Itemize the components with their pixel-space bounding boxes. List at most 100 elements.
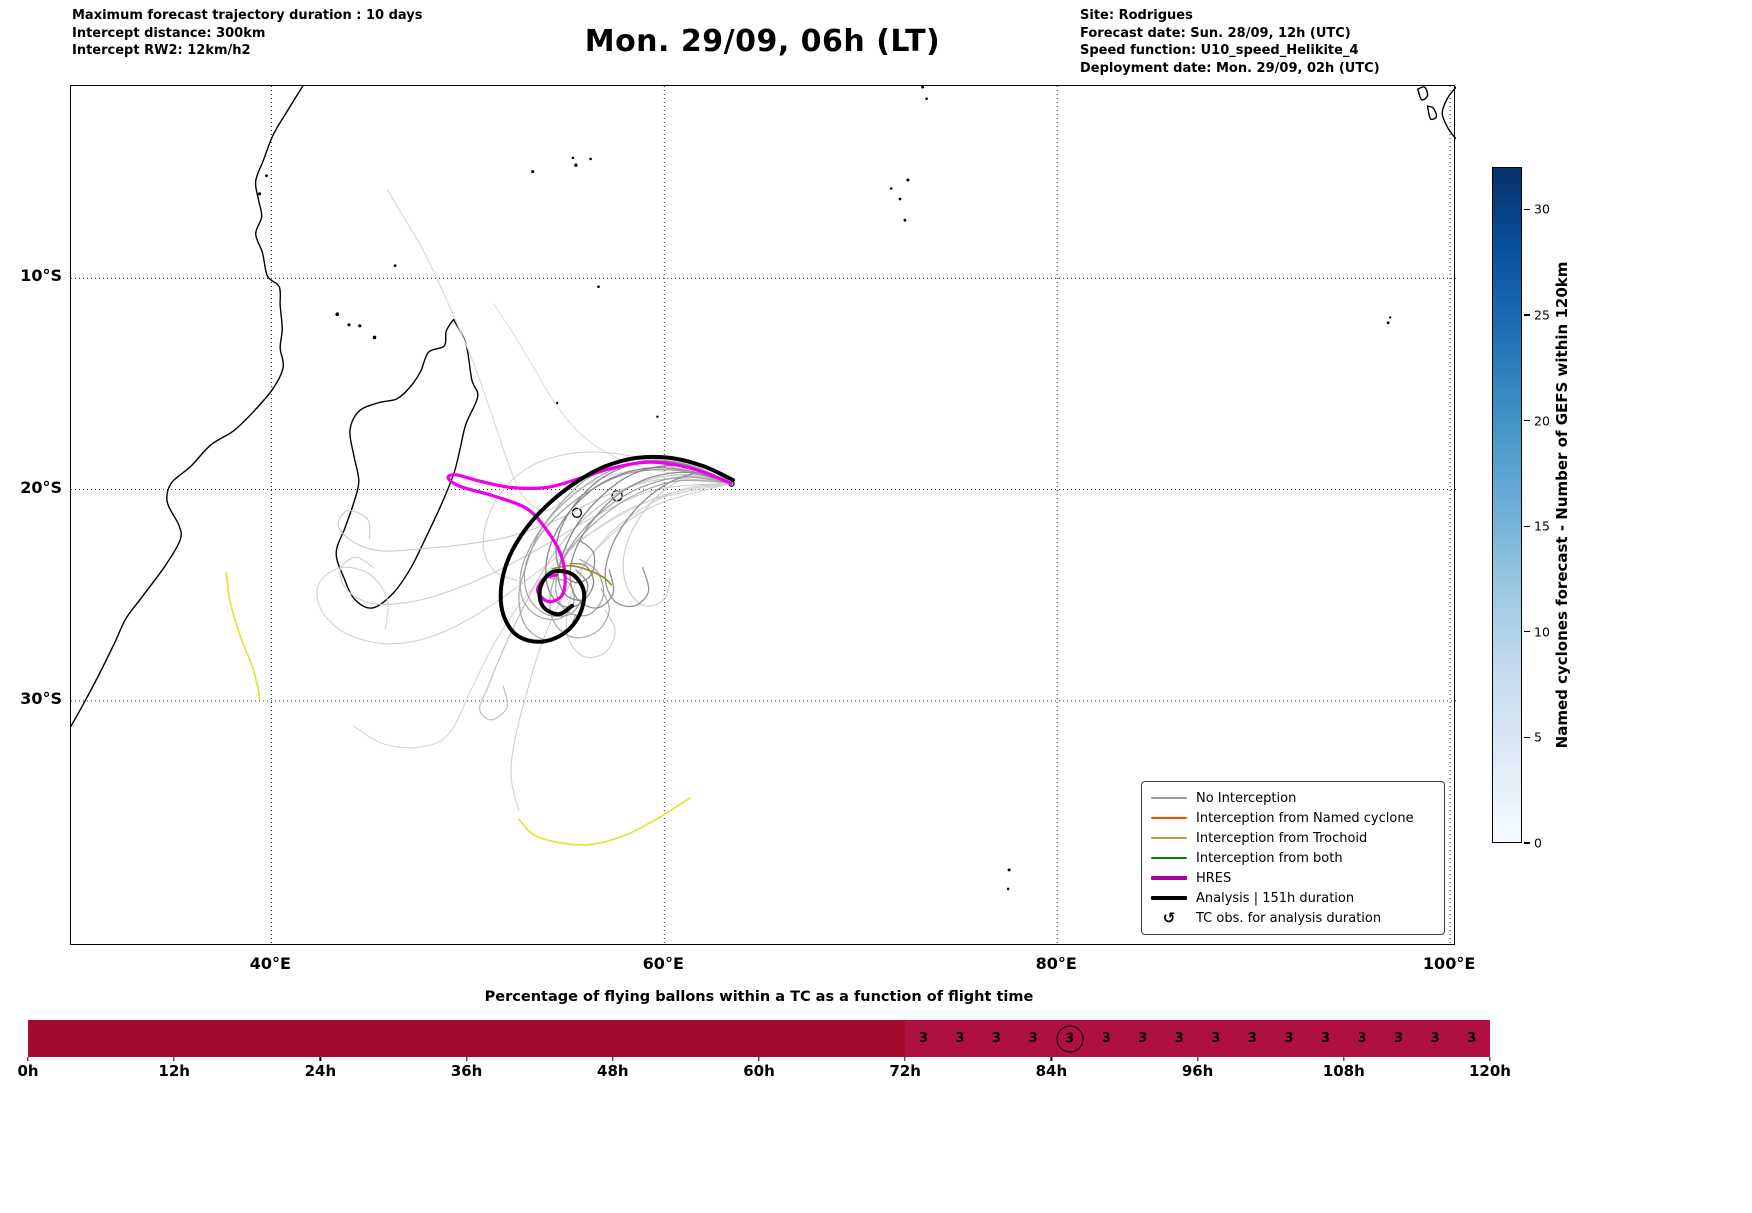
y-tick-label: 20°S [20, 477, 62, 497]
legend-label: Analysis | 151h duration [1196, 890, 1355, 906]
island-dot [1386, 321, 1390, 325]
legend-item: ↺ TC obs. for analysis duration [1151, 908, 1435, 928]
time-tick-label: 108h [1322, 1062, 1365, 1080]
colorbar-tick-label: 20 [1534, 413, 1550, 428]
island-dot [571, 156, 575, 160]
trajectory-no-interception [339, 482, 732, 606]
trajectory-no-interception [316, 482, 732, 645]
island-blob [1426, 105, 1438, 121]
colorbar-tick [1524, 631, 1530, 633]
flight-time-bar: 3 3 3 3 3 3 3 3 3 3 3 3 3 3 3 3 [28, 1020, 1490, 1057]
map-canvas [71, 86, 1456, 946]
legend-line-sample [1151, 876, 1187, 880]
bar-value-label: 3 [1467, 1031, 1477, 1046]
time-tick [1343, 1057, 1345, 1061]
bar-value-label: 3 [1211, 1031, 1221, 1046]
trajectory-no-interception [386, 188, 732, 512]
time-tick-label: 96h [1181, 1062, 1214, 1080]
legend-label: TC obs. for analysis duration [1196, 910, 1382, 926]
colorbar-tick-label: 25 [1534, 307, 1550, 323]
deployment-date-text: Deployment date: Mon. 29/09, 02h (UTC) [1080, 60, 1380, 76]
island-dot [656, 415, 659, 418]
island-dot [921, 86, 924, 89]
tc-obs-symbol: ↺ [1162, 908, 1176, 927]
trajectory-no-interception [557, 464, 732, 601]
flight-bar-segment [905, 1020, 1490, 1057]
time-tick [758, 1057, 760, 1061]
time-tick-label: 72h [889, 1062, 921, 1080]
trajectory-yellow-track [225, 571, 261, 700]
time-tick-label: 12h [158, 1062, 190, 1080]
time-tick-label: 36h [450, 1062, 483, 1080]
island-dot [393, 264, 397, 267]
colorbar-tick-label: 30 [1534, 201, 1550, 217]
page-title: Mon. 29/09, 06h (LT) [584, 24, 941, 59]
colorbar-tick [1524, 208, 1530, 210]
island-dot [265, 174, 268, 178]
legend-item: No Interception [1151, 788, 1435, 808]
legend-line-sample [1151, 817, 1187, 819]
time-tick [27, 1057, 29, 1061]
colorbar-label: Named cyclones forecast - Number of GEFS… [1553, 261, 1571, 749]
intercept-rw2-text: Intercept RW2: 12km/h2 [72, 43, 251, 58]
time-tick [1489, 1057, 1491, 1061]
time-tick [465, 1057, 468, 1061]
island-dot [574, 163, 578, 167]
time-tick [1050, 1057, 1053, 1061]
header-left: Maximum forecast trajectory duration : 1… [72, 7, 423, 60]
time-tick [319, 1057, 322, 1061]
legend-label: Interception from Trochoid [1196, 830, 1368, 846]
island-dot [372, 335, 377, 340]
legend-item: Interception from both [1151, 848, 1435, 868]
time-tick [1196, 1057, 1199, 1061]
x-tick-label: 80°E [1035, 954, 1077, 973]
bar-value-label: 3 [1284, 1031, 1294, 1046]
intercept-distance-text: Intercept distance: 300km [72, 25, 266, 41]
legend-label: Interception from both [1196, 850, 1343, 866]
time-tick [173, 1057, 175, 1061]
legend-item: Interception from Named cyclone [1151, 808, 1435, 828]
time-tick [904, 1057, 906, 1061]
bar-value-label: 3 [1357, 1031, 1367, 1046]
header-right: Site: Rodrigues Forecast date: Sun. 28/0… [1080, 7, 1380, 77]
colorbar-tick-label: 15 [1534, 518, 1550, 534]
island-dot [1006, 887, 1010, 891]
trajectory-no-interception [510, 482, 732, 812]
island-dot [1389, 316, 1392, 319]
colorbar-tick [1524, 736, 1530, 739]
legend-line-sample [1151, 797, 1187, 799]
trajectory-no-interception [353, 482, 732, 749]
trajectory-no-interception [569, 471, 732, 609]
colorbar-tick [1524, 419, 1530, 422]
bar-value-label: 3 [1101, 1031, 1111, 1046]
island-dot [556, 401, 559, 405]
speed-function-text: Speed function: U10_speed_Helikite_4 [1080, 43, 1359, 58]
island-dot [903, 218, 907, 222]
x-tick-label: 40°E [249, 954, 291, 973]
island-dot [358, 324, 362, 328]
max-duration-text: Maximum forecast trajectory duration : 1… [72, 8, 423, 23]
bar-value-label: 3 [1138, 1031, 1148, 1046]
colorbar-tick-label: 0 [1534, 835, 1542, 851]
island-dot [1007, 868, 1011, 872]
bar-value-label: 3 [992, 1031, 1002, 1046]
africa-east-coast [71, 86, 304, 727]
legend-label: HRES [1196, 870, 1232, 886]
madagascar [335, 318, 479, 609]
trajectory-yellow-track [518, 797, 691, 846]
y-tick-label: 10°S [20, 266, 62, 286]
flight-bar-segment [28, 1020, 906, 1057]
time-tick [612, 1057, 614, 1061]
legend-item: Interception from Trochoid [1151, 828, 1435, 848]
colorbar-tick [1524, 842, 1530, 844]
legend-item: Analysis | 151h duration [1151, 888, 1435, 908]
bar-value-circled: 3 [1056, 1025, 1084, 1052]
sumatra-coast [1441, 86, 1456, 140]
bar-value-label: 3 [918, 1031, 928, 1046]
legend-label: Interception from Named cyclone [1196, 810, 1414, 826]
time-tick-label: 84h [1035, 1062, 1068, 1080]
bar-value-label: 3 [955, 1031, 965, 1046]
island-dot [898, 197, 902, 201]
island-dot [531, 170, 535, 174]
